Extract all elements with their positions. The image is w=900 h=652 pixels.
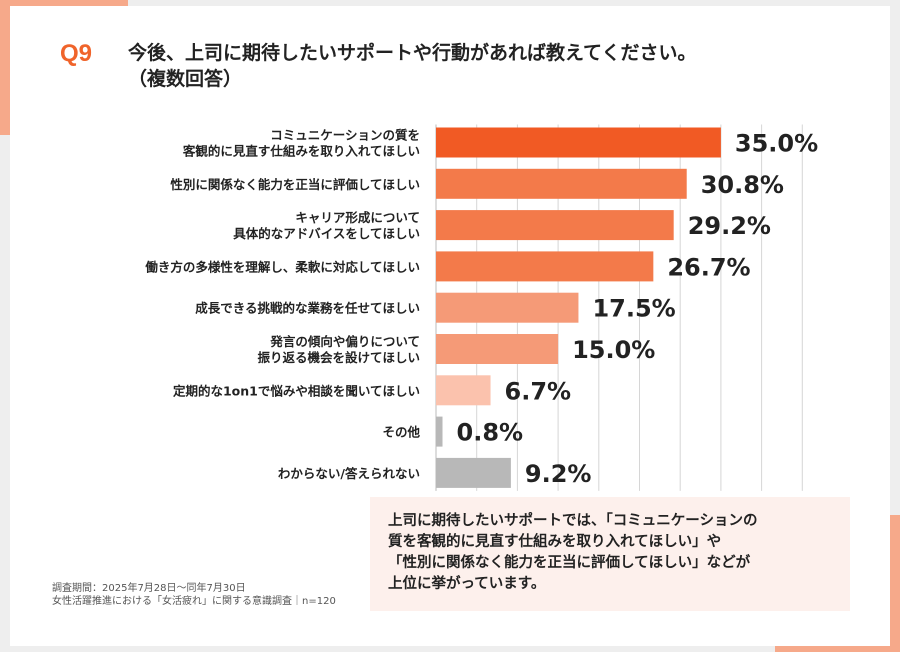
bar [436,334,559,364]
summary-note: 上司に期待したいサポートでは、「コミュニケーションの 質を客観的に見直す仕組みを… [370,497,850,611]
survey-title: 女性活躍推進における「女活疲れ」に関する意識調査｜n=120 [52,596,336,607]
corner-decoration-bottom-right [775,646,900,652]
category-label: コミュニケーションの質を [270,128,420,143]
corner-decoration-right [890,515,900,652]
survey-period: 調査期間：2025年7月28日～同年7月30日 [52,583,246,594]
question-text-line2: （複数回答） [128,68,243,90]
data-label: 35.0% [735,130,818,158]
category-label: 発言の傾向や偏りについて [269,334,420,349]
corner-decoration-top-left [0,0,128,6]
category-label: 定期的な1on1で悩みや相談を聞いてほしい [172,383,420,398]
summary-note-line: 「性別に関係なく能力を正当に評価してほしい」などが [388,555,751,571]
category-label: キャリア形成について [295,210,420,225]
corner-decoration-left [0,0,10,135]
question-text: 今後、上司に期待したいサポートや行動があれば教えてください。 （複数回答） [128,40,696,92]
bar [436,416,443,447]
bar [436,251,654,282]
summary-note-line: 上位に挙がっています。 [388,576,546,592]
summary-note-text: 上司に期待したいサポートでは、「コミュニケーションの 質を客観的に見直す仕組みを… [388,511,843,595]
bar [436,457,511,488]
question-text-line1: 今後、上司に期待したいサポートや行動があれば教えてください。 [128,42,697,64]
category-label: わからない/答えられない [278,466,420,481]
bar [436,168,687,199]
question-number: Q9 [60,40,93,67]
data-label: 15.0% [572,336,655,364]
category-label: その他 [382,425,420,440]
category-label: 働き方の多様性を理解し、柔軟に対応してほしい [144,259,420,274]
data-label: 9.2% [525,460,592,488]
data-label: 30.8% [701,171,784,199]
category-label: 性別に関係なく能力を正当に評価してほしい [169,177,420,192]
category-label: 成長できる挑戦的な業務を任せてほしい [195,301,420,316]
category-label: 振り返る機会を設けてほしい [257,350,420,365]
summary-note-line: 上司に期待したいサポートでは、「コミュニケーションの [388,513,758,529]
category-label: 具体的なアドバイスをしてほしい [232,226,420,241]
survey-footer: 調査期間：2025年7月28日～同年7月30日 女性活躍推進における「女活疲れ」… [52,582,336,608]
data-label: 26.7% [667,253,750,281]
summary-note-line: 質を客観的に見直す仕組みを取り入れてほしい」や [388,534,722,550]
bar [436,127,721,158]
data-label: 6.7% [505,377,572,405]
bar [436,375,491,406]
category-label: 客観的に見直す仕組みを取り入れてほしい [182,144,420,159]
bar [436,210,674,241]
bar [436,292,579,323]
data-label: 0.8% [457,419,524,447]
data-label: 17.5% [592,295,675,323]
data-label: 29.2% [688,212,771,240]
